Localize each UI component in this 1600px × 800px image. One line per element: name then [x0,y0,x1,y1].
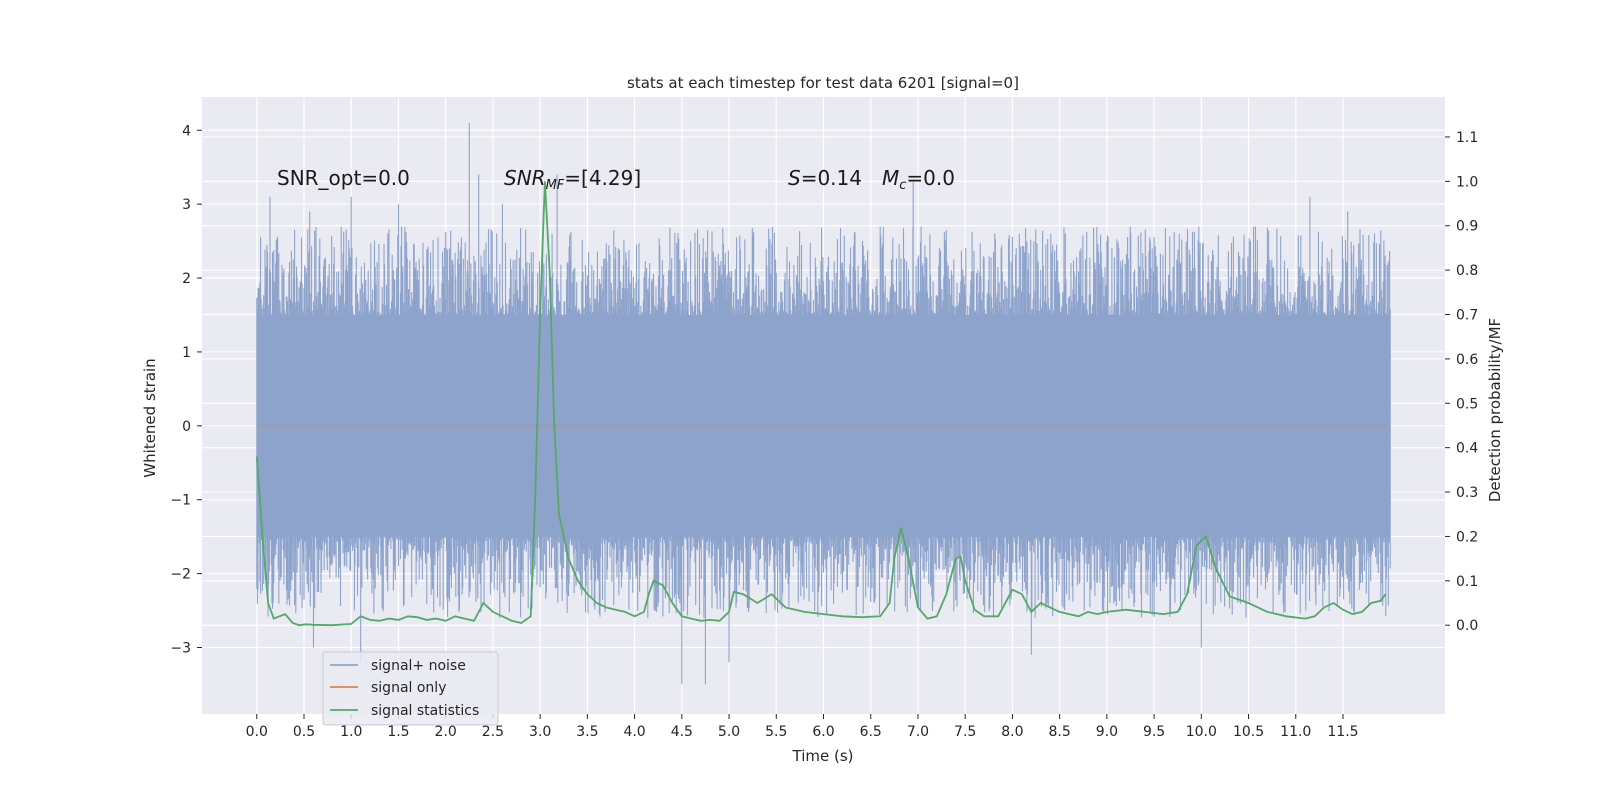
annotation-mc-main: M [882,166,899,190]
annotation-snr-mf-sub: MF [546,178,565,193]
x-tick-label: 7.5 [954,724,976,740]
y-right-tick-label: 1.1 [1456,130,1478,146]
y-right-tick-label: 1.0 [1456,174,1478,190]
y-left-tick-label: −2 [170,567,191,583]
x-tick-label: 3.0 [529,724,551,740]
x-tick-label: 4.5 [671,724,693,740]
annotation-snr-mf: SNRMF=[4.29] [504,166,641,193]
annotation-s-symbol: S [788,166,801,190]
x-axis-label: Time (s) [792,747,854,765]
y-axis-right-label: Detection probability/MF [1486,318,1504,502]
signal-noise-trace [256,122,1391,685]
x-tick-label: 9.0 [1096,724,1118,740]
y-right-tick-label: 0.2 [1456,529,1478,545]
y-right-tick-label: 0.8 [1456,263,1478,279]
y-right-tick-label: 0.6 [1456,352,1478,368]
y-left-tick-label: −3 [170,640,191,656]
x-tick-label: 6.5 [860,724,882,740]
x-tick-label: 5.0 [718,724,740,740]
legend-label-signal-noise: signal+ noise [371,658,466,674]
x-tick-label: 0.5 [293,724,315,740]
y-right-tick-label: 0.7 [1456,308,1478,324]
x-tick-label: 2.5 [482,724,504,740]
annotation-mc-sub: c [899,178,906,193]
annotation-s-value: =0.14 [801,166,862,190]
annotation-snr-mf-value: =[4.29] [564,166,641,190]
annotation-snr-opt: SNR_opt=0.0 [277,166,410,190]
y-axis-left-ticks: −3 −2 −1 0 1 2 3 4 [170,123,202,656]
y-right-tick-label: 0.3 [1456,485,1478,501]
x-tick-label: 11.5 [1327,724,1358,740]
x-tick-label: 0.0 [246,724,268,740]
x-tick-label: 7.0 [907,724,929,740]
y-right-tick-label: 0.4 [1456,441,1478,457]
x-tick-label: 2.0 [435,724,457,740]
x-axis-ticks: 0.0 0.5 1.0 1.5 2.0 2.5 3.0 3.5 4.0 4.5 5.0 5.5 6.0 6… [246,714,1359,740]
x-tick-label: 8.0 [1001,724,1023,740]
x-tick-label: 10.5 [1233,724,1264,740]
legend: signal+ noise signal only signal statist… [322,651,499,726]
y-right-tick-label: 0.5 [1456,396,1478,412]
y-axis-right-ticks: 0.0 0.1 0.2 0.3 0.4 0.5 0.6 0.7 0.8 0.9 1.0 1.1 [1445,130,1478,634]
annotation-s: S=0.14 [788,166,862,190]
legend-label-signal-statistics: signal statistics [371,703,479,719]
x-tick-label: 3.5 [576,724,598,740]
y-right-tick-label: 0.0 [1456,618,1478,634]
y-left-tick-label: 3 [182,197,191,213]
x-tick-label: 11.0 [1280,724,1311,740]
chart-title: stats at each timestep for test data 620… [627,74,1019,92]
y-left-tick-label: −1 [170,493,191,509]
annotation-mc: Mc=0.0 [882,166,955,193]
x-tick-label: 1.5 [387,724,409,740]
x-tick-label: 10.0 [1186,724,1217,740]
x-tick-label: 1.0 [340,724,362,740]
y-right-tick-label: 0.9 [1456,219,1478,235]
x-tick-label: 5.5 [765,724,787,740]
legend-label-signal-only: signal only [371,680,446,696]
legend-box [322,651,499,726]
y-right-tick-label: 0.1 [1456,574,1478,590]
y-left-tick-label: 0 [182,419,191,435]
annotation-mc-value: =0.0 [906,166,955,190]
signal-statistics-series [255,181,1387,627]
y-axis-left-label: Whitened strain [141,358,159,477]
x-tick-label: 6.0 [812,724,834,740]
x-tick-label: 8.5 [1048,724,1070,740]
y-left-tick-label: 1 [182,345,191,361]
y-left-tick-label: 2 [182,271,191,287]
y-left-tick-label: 4 [182,123,191,139]
x-tick-label: 4.0 [623,724,645,740]
x-tick-label: 9.5 [1143,724,1165,740]
annotation-snr-mf-main: SNR [504,166,546,190]
